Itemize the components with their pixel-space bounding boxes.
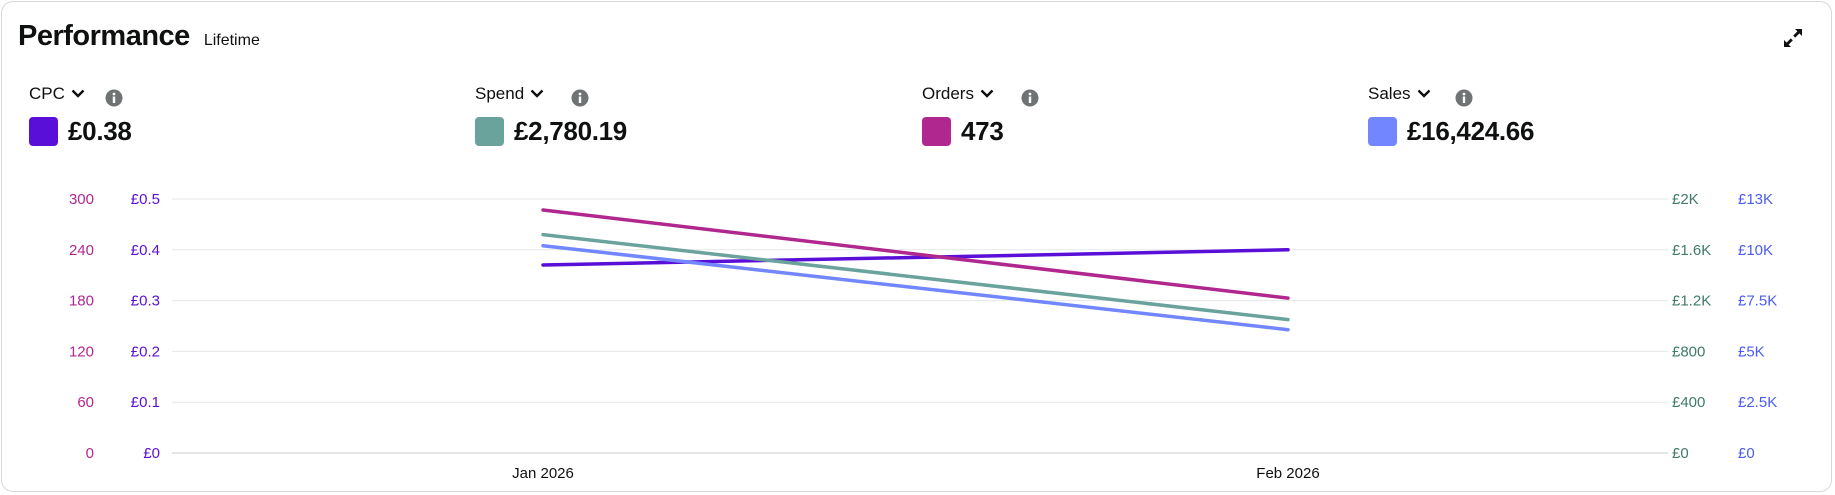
spend-axis-tick: £400	[1672, 394, 1705, 411]
metric-label: CPC	[29, 84, 65, 103]
x-axis-tick: Jan 2026	[512, 465, 574, 482]
metric-cpc: CPC £0.38	[29, 84, 132, 147]
cpc-axis-tick: £0.1	[131, 394, 160, 411]
spend-dropdown[interactable]: Spend	[475, 84, 627, 104]
chevron-down-icon	[71, 89, 85, 98]
sales-axis-tick: £7.5K	[1738, 293, 1777, 310]
metric-label: Spend	[475, 84, 525, 103]
sales-axis-tick: £2.5K	[1738, 394, 1777, 411]
spend-axis-tick: £1.2K	[1672, 293, 1711, 310]
metric-value: 473	[961, 116, 1004, 146]
sales-axis-tick: £0	[1738, 445, 1755, 462]
cpc-axis-tick: £0.5	[131, 191, 160, 208]
spend-axis-tick: £2K	[1672, 191, 1699, 208]
cpc-axis-tick: £0.3	[131, 293, 160, 310]
info-icon[interactable]	[571, 89, 589, 107]
x-axis-tick: Feb 2026	[1256, 465, 1319, 482]
spend-axis-tick: £1.6K	[1672, 242, 1711, 259]
cpc-axis-tick: £0.2	[131, 343, 160, 360]
series-line-spend[interactable]	[541, 232, 1290, 322]
info-icon[interactable]	[1455, 89, 1473, 107]
sales-axis-tick: £13K	[1738, 191, 1773, 208]
metric-label: Sales	[1368, 84, 1411, 103]
sales-axis-tick: £10K	[1738, 242, 1773, 259]
metric-value-row: £16,424.66	[1368, 116, 1534, 147]
metric-value: £2,780.19	[514, 116, 627, 146]
sales-dropdown[interactable]: Sales	[1368, 84, 1534, 104]
chevron-down-icon	[530, 89, 544, 98]
chevron-down-icon	[980, 89, 994, 98]
metric-sales: Sales £16,424.66	[1368, 84, 1534, 147]
chevron-down-icon	[1417, 89, 1430, 98]
orders-axis-tick: 180	[69, 293, 94, 310]
card-title: Performance	[18, 20, 190, 52]
sales-axis-tick: £5K	[1738, 343, 1765, 360]
metric-spend: Spend £2,780.19	[475, 84, 627, 147]
metric-orders: Orders 473	[922, 84, 1039, 147]
metric-value: £16,424.66	[1407, 116, 1535, 146]
expand-icon[interactable]	[1781, 26, 1805, 50]
series-line-cpc[interactable]	[541, 248, 1290, 267]
cpc-axis-tick: £0.4	[131, 242, 160, 259]
info-icon[interactable]	[105, 89, 123, 107]
metric-label: Orders	[922, 84, 974, 103]
metric-value-row: £0.38	[29, 116, 132, 147]
series-line-sales[interactable]	[541, 243, 1290, 332]
spend-axis-tick: £0	[1672, 445, 1689, 462]
spend-swatch[interactable]	[475, 117, 504, 146]
sales-swatch[interactable]	[1368, 117, 1397, 146]
orders-axis-tick: 240	[69, 242, 94, 259]
orders-swatch[interactable]	[922, 117, 951, 146]
cpc-dropdown[interactable]: CPC	[29, 84, 132, 104]
orders-axis-tick: 120	[69, 343, 94, 360]
spend-axis-tick: £800	[1672, 343, 1705, 360]
orders-axis-tick: 60	[77, 394, 94, 411]
series-line-orders[interactable]	[541, 208, 1290, 300]
info-icon[interactable]	[1021, 89, 1039, 107]
cpc-axis-tick: £0	[143, 445, 160, 462]
metric-value: £0.38	[68, 116, 132, 146]
card-subtitle: Lifetime	[203, 32, 260, 49]
metric-value-row: 473	[922, 116, 1004, 147]
orders-axis-tick: 0	[86, 445, 94, 462]
orders-axis-tick: 300	[69, 191, 94, 208]
card-header: Performance Lifetime	[18, 20, 260, 53]
cpc-swatch[interactable]	[29, 117, 58, 146]
metric-value-row: £2,780.19	[475, 116, 627, 147]
orders-dropdown[interactable]: Orders	[922, 84, 1003, 104]
